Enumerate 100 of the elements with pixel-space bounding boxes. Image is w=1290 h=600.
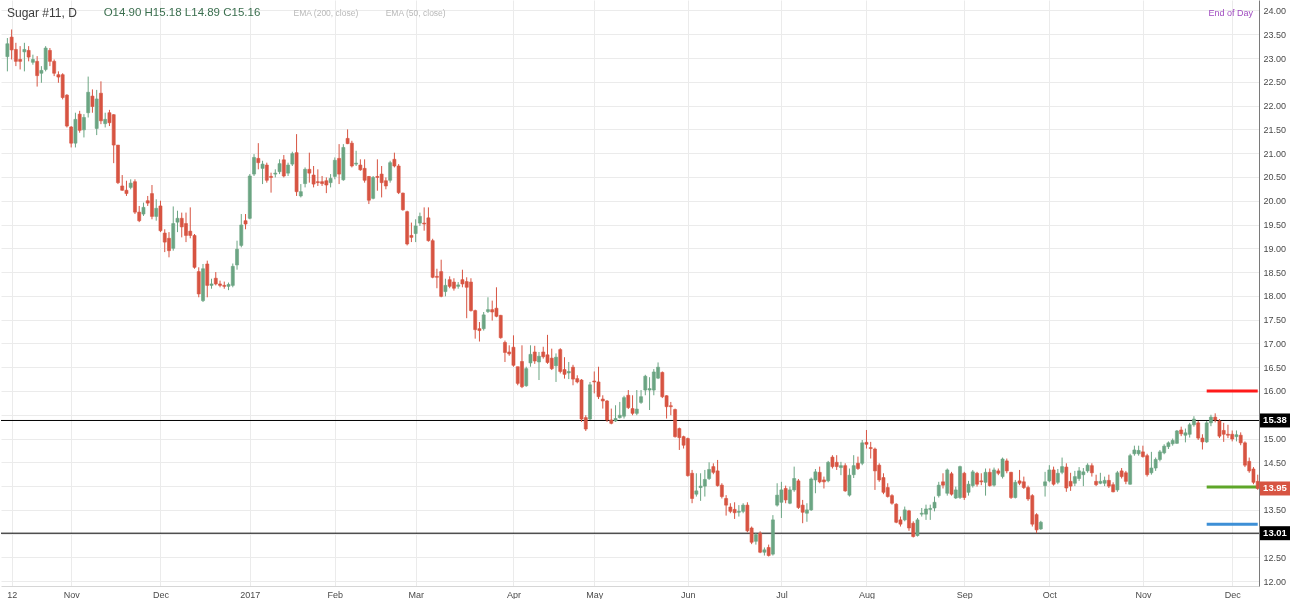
candlestick [260,160,265,185]
y-tick-label: 21.00 [1263,148,1287,159]
candlestick [503,340,507,363]
candlestick [31,54,35,66]
candlestick [698,472,703,502]
candlestick [1221,422,1226,443]
candlestick [179,212,184,238]
candlestick [1064,462,1069,493]
candlestick [941,472,945,489]
y-tick-label: 12.00 [1263,576,1287,587]
ref-line-label: 15.38 [1263,414,1287,426]
x-tick-label: Mar [408,589,424,600]
candlestick [86,76,91,118]
y-tick-label: 12.50 [1263,552,1287,563]
y-tick-label: 23.00 [1263,53,1287,64]
candlestick [571,364,575,386]
candlestick [154,198,159,222]
candlestick [554,352,558,383]
candlestick [1226,424,1230,439]
x-tick-label: 2017 [240,589,261,600]
annotation: 13.95 [1263,482,1288,494]
candlestick [150,184,154,220]
candlestick [18,45,22,70]
y-tick-label: 15.00 [1263,434,1287,445]
candlestick [856,456,860,471]
x-tick-label: Sep [956,589,973,600]
candlestick [592,370,597,394]
candlestick [873,447,877,491]
candlestick [839,461,843,476]
ref-line-label: 13.01 [1263,527,1288,539]
candlestick [184,212,188,243]
candlestick [532,345,537,365]
candlestick [694,472,699,498]
x-tick-label: Dec [1224,589,1242,600]
y-tick-label: 17.50 [1263,315,1287,326]
y-tick-label: 16.50 [1263,362,1287,373]
x-tick-label: Jun [681,589,696,600]
candlestick [605,399,609,423]
candlestick [307,152,312,184]
y-tick-label: 13.50 [1263,505,1287,516]
candlestick [626,389,631,410]
candlestick [486,296,490,314]
y-tick-label: 19.00 [1263,243,1287,254]
y-tick-label: 20.50 [1263,172,1287,183]
candlestick [1196,420,1201,441]
candlestick [983,468,988,497]
candlestick [537,351,541,381]
x-tick-label: Feb [327,589,344,600]
x-tick-label: 12 [7,589,18,600]
candlestick [737,504,741,518]
candlestick [945,468,950,497]
y-tick-label: 18.50 [1263,267,1287,278]
candlestick [256,142,261,170]
y-tick-label: 20.00 [1263,196,1287,207]
candlestick [987,468,992,488]
candlestick [1090,462,1094,478]
candlestick [1073,470,1077,487]
x-tick-label: Apr [506,589,521,600]
y-tick-label: 23.50 [1263,29,1287,40]
y-tick-label: 22.00 [1263,101,1287,112]
x-tick-label: Oct [1042,589,1058,600]
candlestick [77,110,82,134]
candlestick [90,88,95,114]
candlestick [558,347,563,374]
candlestick [1149,451,1154,476]
candlestick [354,150,358,167]
candlestick [490,300,495,322]
candlestick [528,344,533,368]
x-tick-label: Nov [1135,589,1152,600]
candlestick [630,394,635,416]
annotation: O14.90 H15.18 L14.89 C15.16 [103,6,261,18]
candlestick [915,517,920,538]
x-tick-label: Jul [776,589,788,600]
candlestick [35,55,39,88]
candlestick [464,276,469,319]
candlestick [1115,470,1120,493]
annotation: End of Day [1208,8,1254,18]
candlestick [634,389,639,416]
candlestick [992,467,996,488]
y-tick-label: 16.00 [1263,386,1287,397]
candlestick [524,366,529,388]
y-tick-label: 24.00 [1263,5,1287,16]
candlestick [622,395,626,420]
text: Sugar #11, D [7,6,78,20]
candlestick [481,311,486,332]
x-tick-label: Dec [152,589,170,600]
y-tick-label: 18.00 [1263,291,1287,302]
candlestick [949,471,954,497]
candlestick [337,143,341,185]
candlestick [167,231,171,258]
candlestick [1043,471,1047,498]
candlestick [860,439,865,466]
candlestick [651,368,656,396]
x-tick-label: May [586,589,604,600]
candlestick [924,504,928,521]
candlestick [779,481,784,519]
candlestick [511,334,516,368]
annotation: EMA (50, close) [385,8,446,18]
candlestick [1107,474,1111,489]
candlestick [73,112,78,148]
